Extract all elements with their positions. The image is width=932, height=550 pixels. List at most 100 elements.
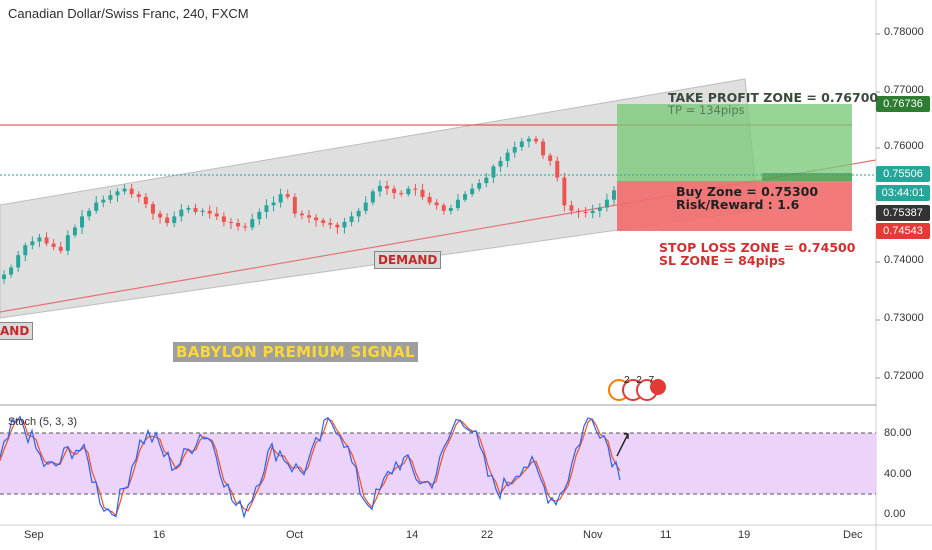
candle-body xyxy=(526,138,531,142)
candle-body xyxy=(271,202,276,206)
candle-body xyxy=(470,188,475,195)
candle-body xyxy=(370,191,375,203)
candle-body xyxy=(58,246,63,251)
stoch-tick: 0.00 xyxy=(884,508,906,520)
candle-body xyxy=(200,210,205,212)
candle-body xyxy=(512,147,517,153)
signal-banner: BABYLON PREMIUM SIGNAL xyxy=(173,342,418,362)
candle-body xyxy=(193,208,198,212)
candle-body xyxy=(477,183,482,189)
event-marker-counts: 2 2 7 xyxy=(624,375,657,386)
candle-body xyxy=(363,202,368,211)
event-marker-icon[interactable] xyxy=(650,379,666,395)
candle-body xyxy=(342,221,347,228)
candle-body xyxy=(186,208,191,210)
candle-body xyxy=(406,188,411,195)
candle-body xyxy=(122,188,127,192)
candle-body xyxy=(179,209,184,217)
demand-label-left[interactable]: AND xyxy=(0,322,34,340)
candle-body xyxy=(108,195,113,200)
candle-body xyxy=(236,223,241,227)
time-label: 16 xyxy=(153,529,166,541)
candle-body xyxy=(94,202,99,211)
candle-body xyxy=(441,205,446,211)
candle-body xyxy=(16,255,21,268)
take-profit-zone[interactable] xyxy=(617,104,852,181)
time-label: 22 xyxy=(481,529,494,541)
time-label: Sep xyxy=(24,529,44,541)
candle-body xyxy=(392,188,397,194)
event-markers[interactable]: 2 2 7 xyxy=(608,375,668,401)
candle-body xyxy=(399,193,404,195)
candle-body xyxy=(250,219,255,228)
candle-body xyxy=(576,210,581,212)
candle-body xyxy=(604,199,609,208)
candle-body xyxy=(87,210,92,217)
candle-body xyxy=(356,210,361,217)
candle-body xyxy=(129,188,134,195)
stoch-tick: 40.00 xyxy=(884,468,912,480)
candle-body xyxy=(264,205,269,212)
candle-body xyxy=(484,177,489,184)
candle-body xyxy=(221,216,226,222)
stoch-k-line xyxy=(0,415,621,519)
candle-body xyxy=(434,202,439,206)
candle-body xyxy=(72,227,77,236)
candle-body xyxy=(65,235,70,251)
candle-body xyxy=(285,194,290,197)
candle-body xyxy=(562,177,567,206)
price-tick: 0.74000 xyxy=(884,254,924,266)
time-label: 11 xyxy=(660,529,672,541)
last-price-tag: 0.75506 xyxy=(876,166,930,182)
candle-body xyxy=(2,274,6,280)
time-label: Oct xyxy=(286,529,304,541)
candle-body xyxy=(257,211,262,220)
candle-body xyxy=(30,241,35,246)
candle-body xyxy=(413,188,418,190)
candle-body xyxy=(463,194,468,200)
price-tick: 0.78000 xyxy=(884,26,924,38)
candle-body xyxy=(533,138,538,142)
candle-body xyxy=(228,221,233,224)
candle-body xyxy=(349,216,354,222)
candle-body xyxy=(590,210,595,214)
candle-body xyxy=(455,199,460,209)
candle-body xyxy=(136,194,141,197)
candle-body xyxy=(505,152,510,161)
candle-body xyxy=(292,196,297,214)
candle-body xyxy=(214,213,219,217)
candle-body xyxy=(165,217,170,224)
candle-body xyxy=(307,215,311,218)
candle-body xyxy=(548,155,553,161)
candle-body xyxy=(115,191,120,196)
candle-body xyxy=(498,160,503,167)
candle-body xyxy=(80,216,85,228)
candle-body xyxy=(101,199,106,203)
stoch-arrow xyxy=(616,433,629,457)
stoch-title[interactable]: Stoch (5, 3, 3) xyxy=(8,416,78,428)
buy-zone-label: Buy Zone = 0.75300 xyxy=(676,184,819,199)
stoch-tick: 80.00 xyxy=(884,427,912,439)
demand-label[interactable]: DEMAND xyxy=(374,251,442,269)
time-label: Nov xyxy=(583,529,603,541)
candle-body xyxy=(321,220,326,224)
candle-body xyxy=(243,226,248,228)
symbol-title[interactable]: Canadian Dollar/Swiss Franc, 240, FXCM xyxy=(8,6,249,21)
price-tick: 0.73000 xyxy=(884,312,924,324)
candle-body xyxy=(569,205,574,211)
candle-body xyxy=(448,208,453,211)
candle-body xyxy=(491,166,496,178)
time-label: 14 xyxy=(406,529,419,541)
candle-body xyxy=(158,213,163,218)
candle-body xyxy=(299,213,304,216)
entry-price-tag: 0.75387 xyxy=(876,205,930,221)
stop-loss-zone[interactable] xyxy=(617,181,852,231)
sl-pips-label: SL ZONE = 84pips xyxy=(659,253,786,268)
candle-body xyxy=(314,217,319,221)
bar-countdown-tag: 03:44:01 xyxy=(876,185,930,201)
candle-body xyxy=(541,141,546,156)
price-axis-ticks xyxy=(876,33,880,379)
time-label: 19 xyxy=(738,529,751,541)
candle-body xyxy=(583,211,588,214)
